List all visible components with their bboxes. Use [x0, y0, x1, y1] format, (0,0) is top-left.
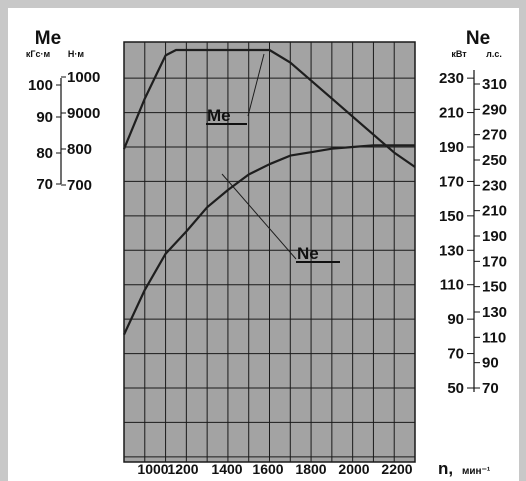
right-tick-kw: 210 [439, 105, 464, 122]
right-axis-unit-hp: л.с. [486, 49, 502, 59]
right-tick-hp: 250 [482, 152, 507, 169]
left-tick-kgs: 70 [36, 176, 53, 193]
right-tick-kw: 190 [439, 139, 464, 156]
plot-border [123, 41, 416, 463]
right-axis-symbol: Ne [466, 28, 490, 49]
right-tick-hp: 150 [482, 279, 507, 296]
right-axis-unit-kw: кВт [451, 49, 467, 59]
right-tick-hp: 270 [482, 127, 507, 144]
left-tick-kgs: 80 [36, 145, 53, 162]
series-line-ne [123, 144, 415, 336]
right-tick-hp: 170 [482, 253, 507, 270]
x-axis-label: n, [438, 459, 453, 478]
x-tick-label: 1400 [211, 461, 242, 477]
right-tick-kw: 230 [439, 70, 464, 87]
left-tick-nm: 9000 [67, 105, 100, 122]
right-tick-hp: 210 [482, 203, 507, 220]
right-tick-hp: 310 [482, 76, 507, 93]
frame-right [519, 0, 526, 481]
ne-annotation-leader [221, 173, 297, 260]
right-tick-hp: 110 [482, 329, 506, 346]
left-tick-nm: 700 [67, 177, 92, 194]
right-tick-hp: 190 [482, 228, 507, 245]
right-tick-kw: 170 [439, 173, 464, 190]
right-tick-kw: 150 [439, 208, 464, 225]
series-line-me [122, 48, 416, 168]
right-tick-hp: 290 [482, 101, 507, 118]
left-tick-nm: 800 [67, 141, 92, 158]
right-tick-hp: 70 [482, 380, 499, 397]
right-tick-kw: 110 [440, 277, 464, 294]
right-tick-kw: 70 [447, 346, 464, 363]
right-tick-hp: 230 [482, 177, 507, 194]
left-axis-unit-kgs: кГс·м [26, 49, 51, 59]
right-tick-kw: 130 [439, 242, 464, 259]
left-tick-kgs: 90 [36, 109, 53, 126]
right-tick-hp: 130 [482, 304, 507, 321]
x-tick-label: 1800 [295, 461, 326, 477]
left-tick-kgs: 100 [28, 77, 53, 94]
frame-left [0, 0, 8, 481]
left-tick-nm: 1000 [67, 69, 100, 86]
x-tick-label: 1200 [167, 461, 198, 477]
right-tick-hp: 90 [482, 355, 499, 372]
left-axis-symbol: Me [35, 28, 61, 49]
x-tick-label: 1000 [137, 461, 168, 477]
left-axis-unit-nm: Н·м [68, 49, 84, 59]
x-tick-label: 1600 [252, 461, 283, 477]
me-annotation: Me [207, 106, 231, 125]
right-tick-kw: 90 [447, 311, 464, 328]
x-tick-label: 2200 [381, 461, 412, 477]
right-tick-kw: 50 [447, 380, 464, 397]
x-tick-label: 2000 [338, 461, 369, 477]
x-axis-unit: мин⁻¹ [462, 466, 491, 477]
ne-annotation: Ne [297, 244, 319, 263]
frame-top [0, 0, 526, 8]
me-annotation-leader [247, 53, 265, 117]
